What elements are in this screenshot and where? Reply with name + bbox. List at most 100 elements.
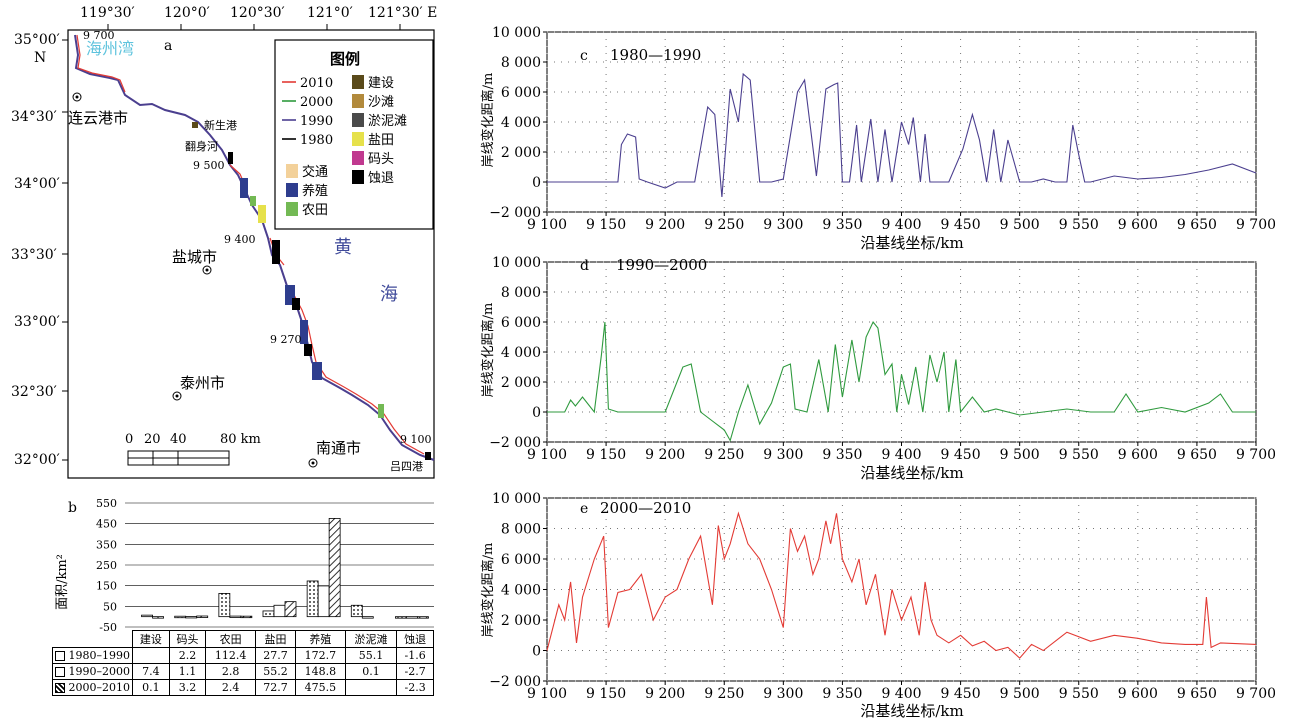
table-cell: 2.8 xyxy=(205,663,256,680)
table-cell: 172.7 xyxy=(295,647,346,664)
legend-fill: 农田 xyxy=(302,203,328,218)
table-cell: -2.3 xyxy=(396,679,434,696)
x-tick-label: 9 150 xyxy=(586,447,626,463)
x-tick-label: 9 700 xyxy=(1236,686,1275,702)
lon-tick: 120°30′ xyxy=(230,5,285,21)
table-cell xyxy=(132,647,170,664)
x-tick-label: 9 350 xyxy=(822,217,862,233)
legend-fill: 淤泥滩 xyxy=(368,114,407,129)
x-tick-label: 9 100 xyxy=(527,686,567,702)
y-tick-label: 8 000 xyxy=(501,55,541,71)
table-cell: 2.4 xyxy=(205,679,256,696)
x-tick-label: 9 600 xyxy=(1118,686,1158,702)
bar xyxy=(328,517,341,618)
panel-label-b: b xyxy=(68,500,77,516)
bar xyxy=(185,616,198,619)
y-tick-label: 8 000 xyxy=(501,522,541,538)
x-tick-label: 9 100 xyxy=(527,447,567,463)
legend-line: 2010 xyxy=(300,76,333,91)
panel-label-e: e xyxy=(580,501,588,517)
y-tick-label: 0 xyxy=(532,175,541,191)
land-use-patches xyxy=(192,122,431,460)
series-swatch-hatch xyxy=(55,683,65,693)
city-markers xyxy=(72,92,318,468)
km-marker: 9 270 xyxy=(270,333,302,346)
bar xyxy=(174,615,187,619)
city-label: 盐城市 xyxy=(172,248,217,266)
y-tick-label: 4 000 xyxy=(501,583,541,599)
bar xyxy=(141,614,153,618)
x-tick-label: 9 500 xyxy=(1000,217,1040,233)
legend-fill: 建设 xyxy=(368,76,394,91)
x-tick-label: 9 350 xyxy=(822,447,862,463)
category-header: 建设 xyxy=(132,630,170,648)
y-axis-label: 岸线变化距离/m xyxy=(480,73,496,168)
x-tick-label: 9 300 xyxy=(763,686,803,702)
x-tick-label: 9 500 xyxy=(1000,686,1040,702)
y-tick-label: 550 xyxy=(96,497,117,510)
x-tick-label: 9 650 xyxy=(1177,686,1217,702)
bar xyxy=(262,610,275,618)
table-cell xyxy=(344,679,398,696)
x-tick-label: 9 400 xyxy=(881,686,921,702)
table-cell: 475.5 xyxy=(295,679,346,696)
y-tick-label: 6 000 xyxy=(501,552,541,568)
lat-tick: 34°30′ xyxy=(11,109,57,125)
table-cell: 2.2 xyxy=(168,647,207,664)
sea-label-2: 海 xyxy=(380,284,398,305)
period-label: 1980—1990 xyxy=(610,46,701,64)
x-axis-label: 沿基线坐标/km xyxy=(860,234,963,252)
bar xyxy=(152,616,164,619)
x-tick-label: 9 200 xyxy=(645,217,685,233)
table-row: 1990–2000 7.4 1.1 2.8 55.2 148.8 0.1 -2.… xyxy=(52,663,434,680)
table-cell: 0.1 xyxy=(132,679,170,696)
x-tick-label: 9 550 xyxy=(1059,447,1099,463)
bar xyxy=(361,616,374,619)
legend-fill: 蚀退 xyxy=(368,171,394,186)
scale-bar xyxy=(127,450,230,466)
y-axis-label: 岸线变化距离/m xyxy=(480,543,496,638)
lat-tick: 32°30′ xyxy=(11,384,57,400)
table-cell: 72.7 xyxy=(254,679,297,696)
coastal-map: 119°30′ 120°0′ 120°30′ 121°0′ 121°30′ E … xyxy=(11,5,437,479)
x-tick-label: 9 200 xyxy=(645,447,685,463)
panel-label-a: a xyxy=(164,38,172,54)
bar-y-label: 面积/km² xyxy=(55,554,70,610)
bar xyxy=(284,601,297,618)
row-label: 1990–2000 xyxy=(68,665,131,678)
y-tick-label: −2 000 xyxy=(489,435,541,451)
category-header: 盐田 xyxy=(254,630,297,648)
table-cell: 112.4 xyxy=(205,647,256,664)
y-tick-label: 10 000 xyxy=(492,25,541,41)
y-tick-label: 0 xyxy=(532,405,541,421)
bar xyxy=(240,615,253,619)
table-cell: 1.1 xyxy=(168,663,207,680)
x-tick-label: 9 350 xyxy=(822,686,862,702)
x-tick-label: 9 300 xyxy=(763,447,803,463)
place-label: 吕四港 xyxy=(390,460,423,473)
bar xyxy=(417,616,429,619)
y-tick-label: 2 000 xyxy=(501,145,541,161)
bar xyxy=(395,616,407,619)
period-label: 1990—2000 xyxy=(616,256,707,274)
lat-tick: 35°00′ xyxy=(14,32,60,48)
legend-fill: 交通 xyxy=(302,164,328,180)
legend-fill: 盐田 xyxy=(368,133,394,148)
y-tick-label: 6 000 xyxy=(501,315,541,331)
x-tick-label: 9 600 xyxy=(1118,217,1158,233)
x-tick-label: 9 550 xyxy=(1059,686,1099,702)
x-tick-label: 9 150 xyxy=(586,217,626,233)
x-tick-label: 9 650 xyxy=(1177,217,1217,233)
x-tick-label: 9 450 xyxy=(941,217,981,233)
legend-fill: 养殖 xyxy=(302,183,328,199)
x-tick-label: 9 450 xyxy=(941,686,981,702)
y-tick-label: −2 000 xyxy=(489,674,541,690)
x-tick-label: 9 500 xyxy=(1000,447,1040,463)
series-swatch-blank xyxy=(55,667,65,677)
sea-label-1: 黄 xyxy=(334,237,352,258)
place-label: 翻身河 xyxy=(185,139,218,153)
bar xyxy=(196,615,209,618)
bay-label: 海州湾 xyxy=(86,39,134,58)
